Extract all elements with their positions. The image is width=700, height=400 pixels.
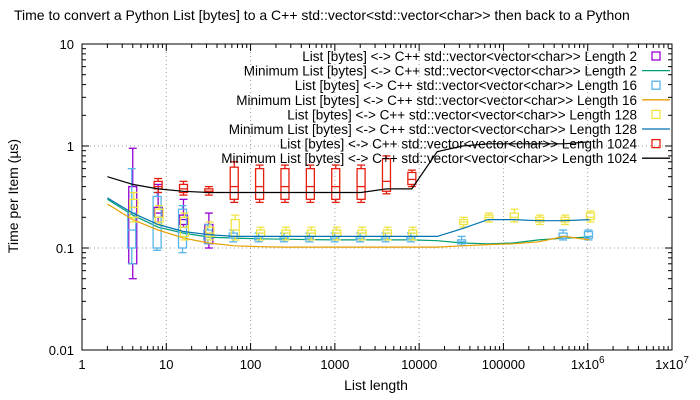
- series-line: [107, 197, 590, 237]
- x-tick-label: 10000: [401, 357, 437, 372]
- box-mark: [456, 235, 467, 247]
- box-body: [583, 230, 594, 239]
- legend-item-5: List [bytes] <-> C++ std::vector<vector<…: [287, 107, 661, 122]
- plot-series: [107, 141, 596, 280]
- series-6: [107, 197, 590, 237]
- box-mark: [254, 164, 265, 204]
- box-mark: [230, 214, 240, 241]
- series-2: [107, 198, 590, 245]
- legend-box-swatch: [651, 80, 661, 90]
- x-tick-label: 1x106: [571, 355, 605, 372]
- x-tick-label: 100: [240, 357, 262, 372]
- box-mark: [381, 155, 392, 195]
- series-line: [107, 141, 590, 194]
- box-body: [129, 198, 139, 218]
- plot-frame: [81, 43, 673, 351]
- series-3: [127, 167, 594, 265]
- legend-item-4: Minimum List [bytes] <-> C++ std::vector…: [236, 93, 670, 108]
- x-tick-label-exponent: 6: [599, 355, 605, 366]
- legend: List [bytes] <-> C++ std::vector<vector<…: [221, 49, 670, 166]
- box-mark: [585, 210, 596, 223]
- box-mark: [179, 212, 190, 241]
- box-body: [381, 158, 392, 192]
- box-mark: [178, 180, 189, 196]
- legend-label: Minimum List [bytes] <-> C++ std::vector…: [229, 122, 637, 137]
- chart-title: Time to convert a Python List [bytes] to…: [14, 7, 630, 23]
- legend-label: List [bytes] <-> C++ std::vector<vector<…: [295, 78, 637, 93]
- legend-label: Minimum List [bytes] <-> C++ std::vector…: [221, 151, 637, 166]
- box-mark: [280, 164, 290, 204]
- x-tick-label: 1: [78, 357, 85, 372]
- box-mark: [229, 161, 239, 204]
- box-body: [407, 171, 417, 186]
- box-body: [585, 212, 596, 221]
- legend-label: List [bytes] <-> C++ std::vector<vector<…: [280, 137, 638, 152]
- box-body: [154, 208, 164, 223]
- series-8: [107, 141, 590, 194]
- y-tick-label: 1: [67, 139, 74, 154]
- axis-ticks: 1 10 100 1000 10000 100000 1x106 1x1070.010.111…: [49, 37, 690, 372]
- x-axis-title: List length: [344, 377, 408, 393]
- legend-item-2: Minimum List [bytes] <-> C++ std::vector…: [244, 64, 670, 79]
- legend-box-swatch: [651, 109, 661, 120]
- legend-box-swatch: [651, 138, 661, 149]
- y-tick-label: 0.01: [49, 343, 74, 358]
- legend-item-7: List [bytes] <-> C++ std::vector<vector<…: [280, 137, 661, 152]
- box-body: [230, 218, 240, 238]
- legend-label: Minimum List [bytes] <-> C++ std::vector…: [236, 93, 637, 108]
- series-line: [107, 198, 590, 245]
- box-mark: [204, 185, 214, 196]
- box-body: [331, 167, 341, 200]
- box-body: [205, 226, 215, 238]
- box-mark: [129, 191, 139, 223]
- x-tick-label: 10: [159, 357, 173, 372]
- box-mark: [458, 216, 469, 228]
- box-body: [356, 167, 366, 200]
- box-mark: [331, 164, 341, 204]
- legend-box-swatch: [651, 51, 661, 61]
- box-body: [280, 167, 290, 200]
- x-tick-label: 1x107: [655, 355, 689, 372]
- x-tick-label-exponent: 7: [683, 355, 689, 366]
- box-body: [305, 167, 316, 200]
- grid: [82, 44, 672, 350]
- box-mark: [407, 169, 417, 188]
- box-mark: [356, 164, 366, 204]
- y-tick-label: 10: [60, 37, 74, 52]
- legend-item-3: List [bytes] <-> C++ std::vector<vector<…: [295, 78, 661, 93]
- y-tick-label: 0.1: [56, 241, 74, 256]
- x-tick-label-base: 1x10: [655, 357, 683, 372]
- box-mark: [205, 221, 215, 241]
- box-mark: [281, 226, 291, 241]
- box-mark: [560, 214, 570, 226]
- series-5: [129, 191, 596, 241]
- box-mark: [558, 229, 568, 241]
- y-axis-title: Time per Item (µs): [5, 139, 21, 253]
- series-1: [128, 147, 214, 280]
- x-tick-label: 100000: [482, 357, 525, 372]
- box-mark: [583, 229, 594, 241]
- box-body: [509, 212, 519, 221]
- legend-item-8: Minimum List [bytes] <-> C++ std::vector…: [221, 151, 670, 166]
- box-mark: [128, 147, 138, 280]
- legend-label: List [bytes] <-> C++ std::vector<vector<…: [302, 49, 637, 64]
- box-mark: [255, 226, 266, 241]
- series-4: [107, 203, 590, 248]
- legend-item-6: Minimum List [bytes] <-> C++ std::vector…: [229, 122, 670, 137]
- box-body: [558, 232, 568, 239]
- x-tick-label-base: 1x10: [571, 357, 599, 372]
- legend-label: List [bytes] <-> C++ std::vector<vector<…: [287, 107, 637, 122]
- legend-label: Minimum List [bytes] <-> C++ std::vector…: [244, 64, 637, 79]
- box-body: [229, 166, 239, 200]
- box-body: [254, 167, 265, 200]
- box-mark: [535, 214, 545, 226]
- legend-item-1: List [bytes] <-> C++ std::vector<vector<…: [302, 49, 661, 64]
- box-mark: [382, 226, 393, 241]
- series-7: [153, 155, 417, 204]
- series-line: [107, 203, 590, 248]
- box-body: [177, 208, 188, 249]
- x-tick-label: 1000: [320, 357, 349, 372]
- box-mark: [305, 164, 316, 204]
